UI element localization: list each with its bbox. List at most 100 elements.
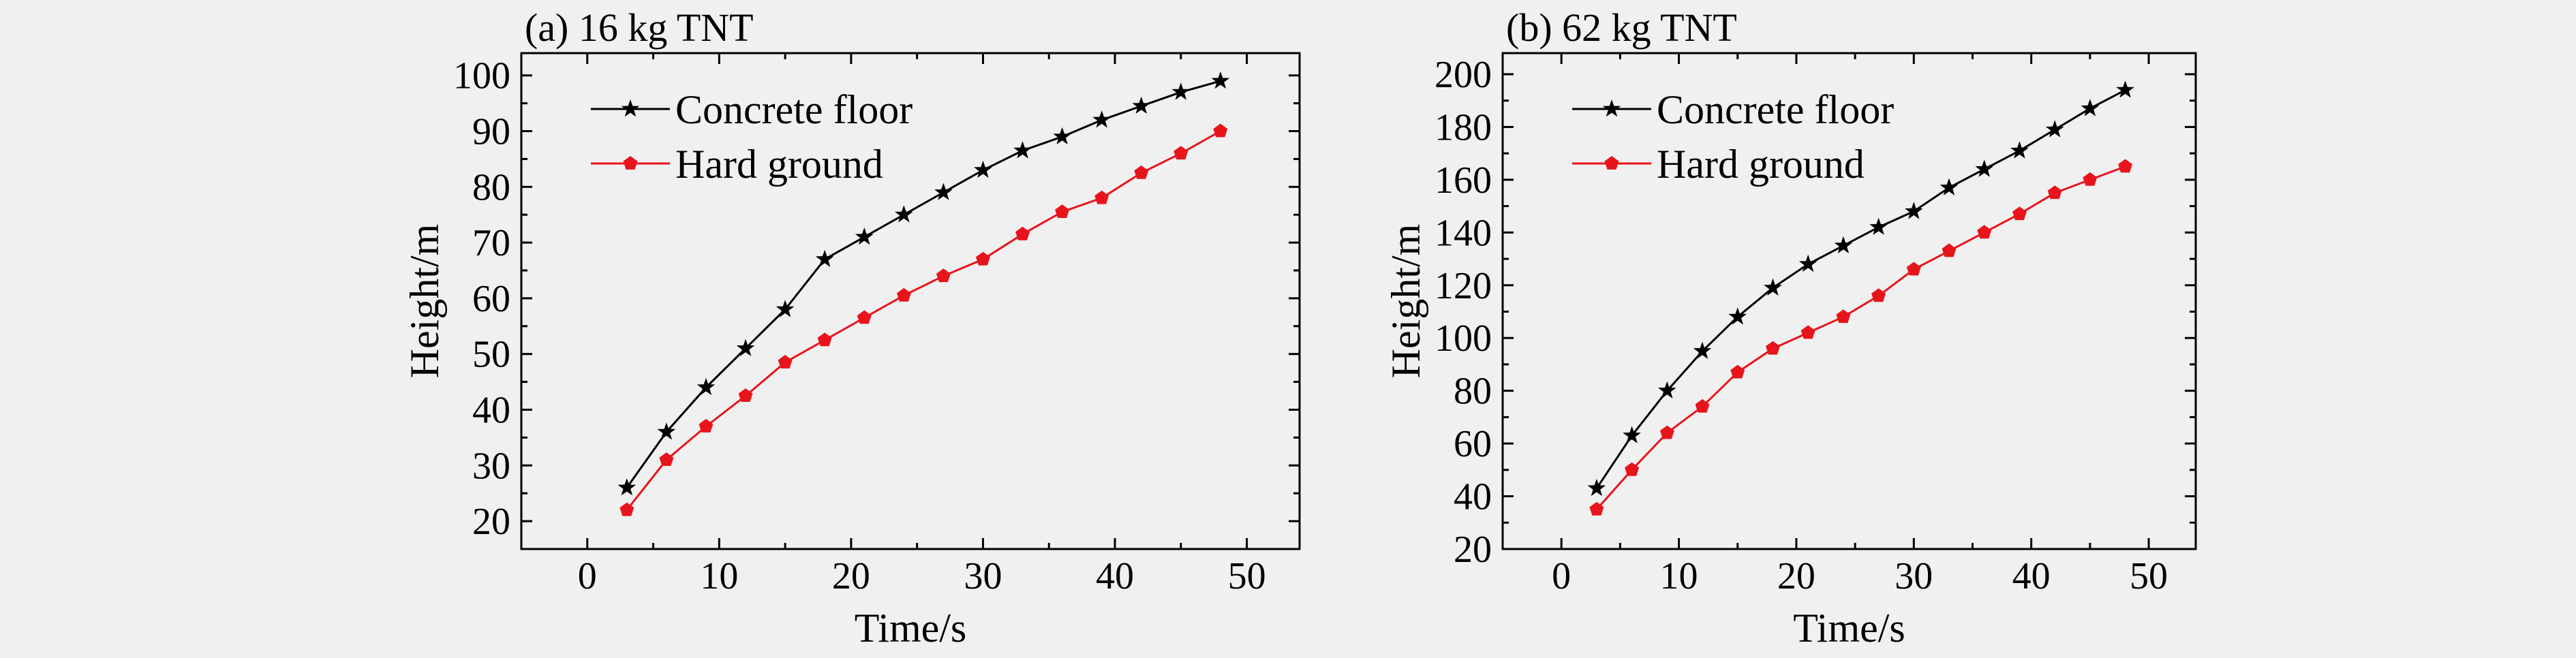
data-point-hard-ground (659, 452, 674, 466)
data-point-hard-ground (1094, 190, 1109, 204)
data-point-concrete-floor (1211, 71, 1230, 89)
x-tick-label: 20 (1777, 555, 1815, 597)
chart-title: (a) 16 kg TNT (525, 5, 754, 50)
x-tick-label: 40 (2012, 555, 2051, 597)
x-axis-label: Time/s (855, 606, 967, 651)
data-point-hard-ground (1213, 123, 1228, 138)
legend-marker (621, 99, 640, 117)
y-tick-label: 160 (1435, 159, 1492, 202)
series-line-concrete-floor (1595, 89, 2126, 489)
plot-frame (1501, 52, 2197, 550)
data-point-concrete-floor (1939, 178, 1959, 195)
data-point-hard-ground (1836, 309, 1851, 324)
data-point-hard-ground (936, 268, 951, 283)
data-point-concrete-floor (1171, 82, 1191, 100)
data-point-concrete-floor (934, 183, 953, 200)
data-point-concrete-floor (974, 160, 992, 178)
legend-label: Concrete floor (675, 87, 913, 132)
y-tick-label: 120 (1435, 265, 1492, 307)
data-point-hard-ground (1055, 204, 1070, 218)
data-point-concrete-floor (1975, 159, 1993, 177)
data-point-hard-ground (1625, 462, 1640, 476)
data-point-concrete-floor (1623, 426, 1641, 443)
data-point-concrete-floor (1693, 341, 1712, 359)
data-point-hard-ground (2012, 206, 2027, 221)
y-tick-label: 180 (1435, 106, 1492, 148)
y-tick-label: 80 (472, 166, 510, 208)
data-point-concrete-floor (1834, 236, 1853, 253)
y-tick-label: 30 (472, 445, 510, 487)
chart-a: 0 10 20 30 40 50 20 30 40 50 60 70 80 90 100 (a) 16 kg … (402, 5, 1301, 651)
y-tick-label: 200 (1435, 54, 1492, 96)
series-line-concrete-floor (626, 80, 1221, 488)
data-point-hard-ground (1800, 325, 1815, 339)
data-point-hard-ground (1906, 262, 1921, 276)
data-point-hard-ground (738, 388, 753, 402)
legend-marker (623, 156, 638, 170)
data-point-hard-ground (1766, 341, 1780, 355)
x-tick-label: 50 (2130, 555, 2168, 597)
y-tick-label: 50 (472, 334, 510, 376)
data-point-concrete-floor (657, 422, 676, 440)
data-point-concrete-floor (2116, 80, 2134, 98)
data-point-concrete-floor (1728, 307, 1747, 325)
legend-marker (1602, 99, 1621, 117)
data-point-concrete-floor (1905, 202, 1923, 219)
data-point-hard-ground (1977, 225, 1992, 239)
x-tick-label: 50 (1228, 555, 1266, 597)
data-point-concrete-floor (1013, 141, 1032, 159)
data-point-concrete-floor (2010, 141, 2029, 159)
y-tick-label: 40 (1454, 476, 1492, 518)
y-tick-label: 20 (1454, 529, 1492, 571)
data-point-concrete-floor (815, 249, 834, 267)
data-point-concrete-floor (1132, 96, 1150, 114)
y-axis-label: Height/m (402, 224, 447, 379)
plot-frame (520, 52, 1301, 550)
x-tick-label: 0 (1552, 555, 1571, 597)
y-tick-label: 90 (472, 111, 510, 153)
series-line-hard-ground (626, 130, 1221, 511)
x-tick-label: 40 (1096, 555, 1134, 597)
y-tick-label: 100 (1435, 317, 1492, 360)
legend-label: Hard ground (1657, 142, 1865, 187)
data-point-hard-ground (2083, 172, 2098, 186)
y-tick-label: 20 (472, 501, 510, 543)
x-tick-label: 0 (578, 555, 597, 597)
data-point-hard-ground (2118, 159, 2132, 173)
y-tick-label: 70 (472, 222, 510, 264)
data-point-concrete-floor (1658, 381, 1676, 398)
x-tick-label: 10 (700, 555, 738, 597)
series-line-hard-ground (1595, 166, 2126, 510)
data-point-concrete-floor (776, 300, 795, 317)
data-point-concrete-floor (736, 339, 755, 356)
x-axis-label: Time/s (1793, 606, 1905, 651)
x-tick-label: 20 (832, 555, 870, 597)
data-point-hard-ground (1174, 146, 1189, 160)
data-point-hard-ground (1871, 288, 1886, 302)
data-point-hard-ground (976, 251, 990, 266)
data-point-hard-ground (2047, 185, 2062, 200)
y-tick-label: 60 (472, 278, 510, 320)
chart-b: 0 10 20 30 40 50 20 40 60 80 100 120 140 160 180 200 (b)… (1383, 5, 2197, 651)
data-point-concrete-floor (617, 478, 637, 496)
y-tick-label: 80 (1454, 371, 1492, 413)
data-point-concrete-floor (696, 377, 716, 396)
data-point-concrete-floor (1587, 478, 1606, 497)
data-point-hard-ground (1730, 364, 1745, 379)
x-tick-label: 30 (1895, 555, 1933, 597)
data-point-hard-ground (699, 419, 714, 433)
data-point-hard-ground (1589, 501, 1604, 516)
y-tick-label: 100 (453, 55, 510, 97)
data-point-hard-ground (778, 355, 793, 369)
data-point-concrete-floor (2045, 120, 2064, 138)
x-tick-label: 30 (964, 555, 1002, 597)
legend-label: Concrete floor (1657, 87, 1894, 132)
data-point-hard-ground (1134, 165, 1149, 179)
chart-title: (b) 62 kg TNT (1506, 5, 1737, 50)
y-tick-label: 40 (472, 390, 510, 432)
y-tick-label: 140 (1435, 212, 1492, 254)
data-point-hard-ground (857, 310, 872, 324)
data-point-hard-ground (1015, 226, 1030, 240)
y-axis-label: Height/m (1383, 224, 1428, 379)
x-tick-label: 10 (1660, 555, 1698, 597)
